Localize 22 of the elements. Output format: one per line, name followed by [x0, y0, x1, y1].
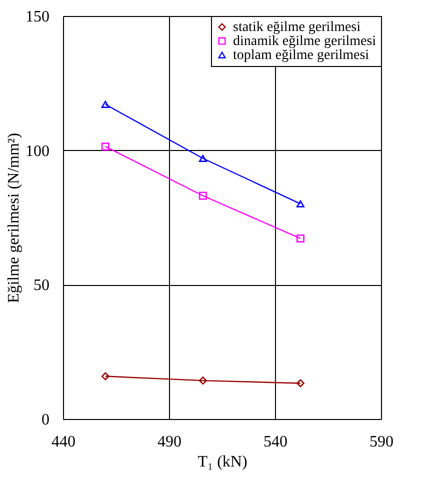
- y-tick-label: 0: [42, 412, 50, 428]
- y-tick-label: 100: [26, 142, 50, 160]
- legend-label: statik eğilme gerilmesi: [233, 20, 361, 35]
- y-axis-title: Eğilme gerilmesi (N/mm²): [6, 132, 22, 304]
- point: [101, 100, 110, 108]
- point: [296, 200, 304, 208]
- y-tick-label: 150: [26, 8, 50, 26]
- x-tick-label: 440: [52, 434, 76, 450]
- point: [198, 154, 207, 162]
- point: [101, 372, 110, 380]
- point: [198, 192, 207, 200]
- x-tick-label: 490: [158, 434, 182, 450]
- x-tick-label: 590: [370, 434, 394, 450]
- point: [296, 379, 304, 388]
- x-axis-title: T₁ (kN): [198, 454, 248, 470]
- legend-label: dinamik eğilme gerilmesi: [233, 34, 376, 49]
- y-tick-label: 50: [34, 277, 50, 294]
- legend-label: toplam eğilme gerilmesi: [233, 48, 370, 63]
- point: [296, 234, 304, 242]
- x-tick-label: 540: [264, 434, 288, 450]
- point: [198, 376, 207, 385]
- point: [101, 142, 110, 151]
